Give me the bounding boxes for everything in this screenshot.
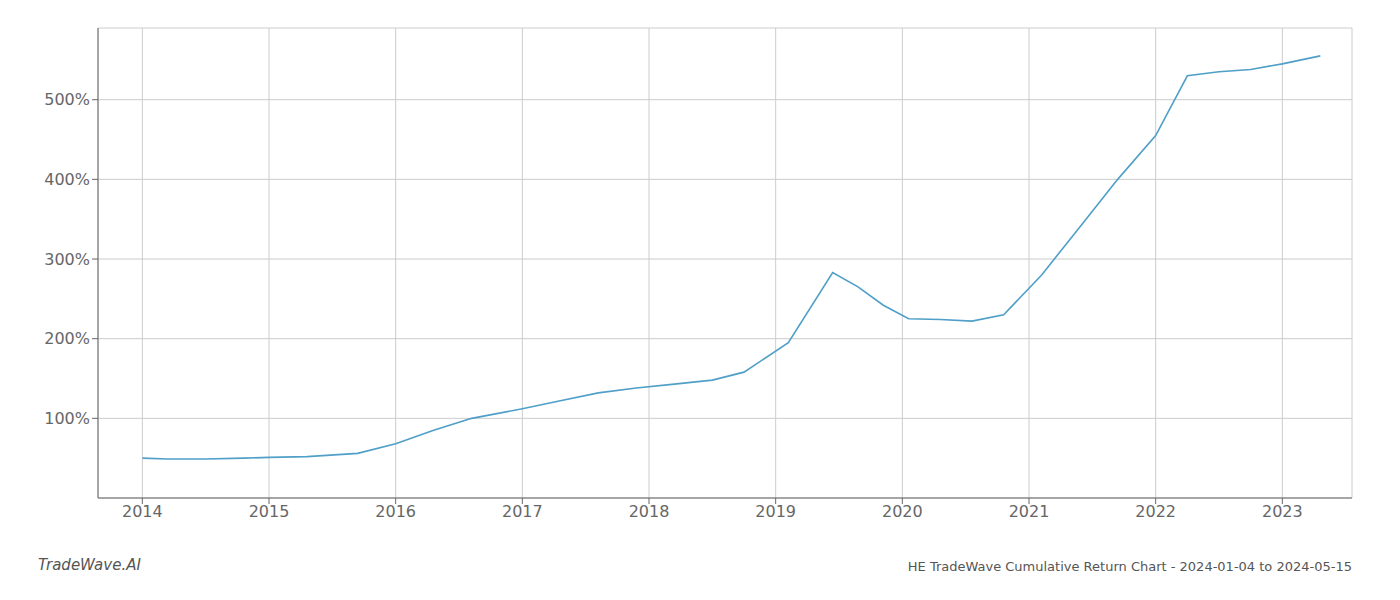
svg-text:2015: 2015 [249,502,290,521]
svg-text:400%: 400% [44,170,90,189]
svg-text:2017: 2017 [502,502,543,521]
svg-text:2014: 2014 [122,502,163,521]
svg-text:2018: 2018 [629,502,670,521]
svg-text:200%: 200% [44,329,90,348]
svg-text:300%: 300% [44,250,90,269]
svg-text:2016: 2016 [375,502,416,521]
svg-text:2022: 2022 [1135,502,1176,521]
svg-text:2019: 2019 [755,502,796,521]
svg-text:500%: 500% [44,90,90,109]
html-text:TradeWave.AI: TradeWave.AI [38,556,141,574]
svg-text:2020: 2020 [882,502,923,521]
svg-text:2023: 2023 [1262,502,1303,521]
svg-text:2021: 2021 [1009,502,1050,521]
svg-text:100%: 100% [44,409,90,428]
html-text:HE TradeWave Cumulative Return: HE TradeWave Cumulative Return Chart - 2… [907,559,1352,574]
